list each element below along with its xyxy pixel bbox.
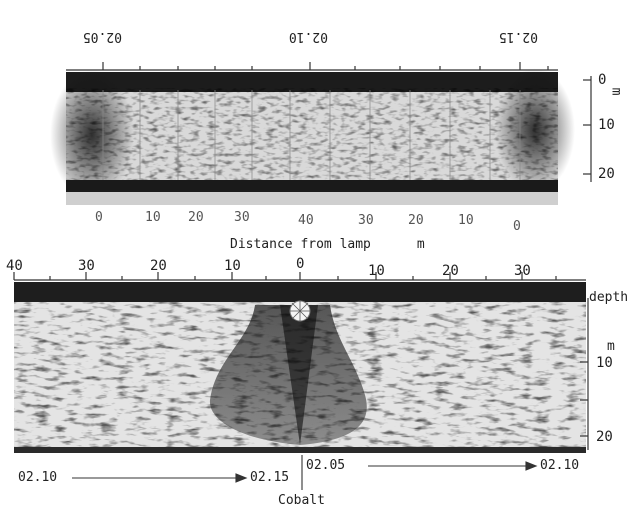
bottom-distance-tick: 0 [296,256,305,272]
top-distance-label: 10 [145,210,161,225]
bottom-distance-tick: 40 [6,258,23,274]
time-arrows [72,455,538,490]
time-left-end: 02.15 [250,470,290,485]
distance-caption-unit: m [416,237,425,252]
top-distance-label: 20 [188,210,204,225]
bottom-distance-tick: 20 [442,263,459,279]
top-time-label: 02.05 [82,29,122,44]
bottom-distance-axis [13,272,586,281]
top-distance-label: 0 [513,219,521,234]
top-depth-axis [583,76,592,182]
bottom-distance-tick: 10 [224,258,241,274]
bottom-depth-tick: 20 [596,429,613,445]
bottom-distance-tick: 30 [514,263,531,279]
bottom-depth-unit: m [607,339,615,354]
bottom-distance-tick: 10 [368,263,385,279]
top-depth-unit: m [608,87,624,96]
top-time-label: 02.10 [288,29,328,44]
top-echogram [50,68,575,205]
distance-caption: Distance from lamp m [230,238,425,251]
top-distance-label: 40 [298,213,314,228]
bottom-distance-tick: 20 [150,258,167,274]
time-left-start: 02.10 [18,470,58,485]
top-time-axis [66,62,558,71]
bottom-depth-title: depth [589,290,629,305]
top-distance-label: 30 [358,213,374,228]
bottom-depth-axis [580,298,589,450]
top-distance-label: 10 [458,213,474,228]
top-distance-label: 30 [234,210,250,225]
top-time-label: 02.15 [498,29,538,44]
distance-caption-text: Distance from lamp [230,237,371,252]
top-depth-tick: 10 [598,117,615,133]
top-depth-tick: 0 [598,72,607,88]
source-label: Cobalt [278,493,325,508]
top-depth-tick: 20 [598,166,615,182]
bottom-depth-tick: 10 [596,355,613,371]
bottom-distance-tick: 30 [78,258,95,274]
time-right-start: 02.05 [306,458,346,473]
top-distance-label: 0 [95,210,103,225]
top-distance-label: 20 [408,213,424,228]
bottom-echogram [14,282,586,453]
time-right-end: 02.10 [540,458,580,473]
